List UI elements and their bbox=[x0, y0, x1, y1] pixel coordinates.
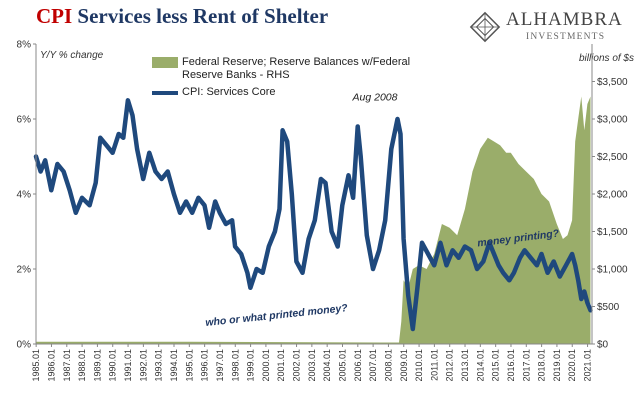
x-tick-label: 1993.01 bbox=[154, 349, 164, 382]
x-tick-label: 1996.01 bbox=[200, 349, 210, 382]
y-tick-label: 8% bbox=[17, 40, 32, 51]
x-tick-label: 2011.01 bbox=[429, 349, 439, 381]
y2-tick-label: $3,000 bbox=[597, 115, 628, 126]
x-tick-label: 1991.01 bbox=[123, 349, 133, 382]
x-tick-label: 2020.01 bbox=[567, 349, 577, 382]
x-tick-label: 2004.01 bbox=[322, 349, 332, 382]
legend-item-reserves: Federal Reserve; Reserve Balances w/Fede… bbox=[152, 56, 412, 82]
y2-tick-label: $0 bbox=[597, 340, 609, 351]
x-tick-label: 1985.01 bbox=[31, 349, 41, 382]
y2-tick-label: $1,000 bbox=[597, 265, 628, 276]
title-rest: Services less Rent of Shelter bbox=[77, 4, 329, 28]
x-tick-label: 2012.01 bbox=[445, 349, 455, 382]
x-tick-label: 2010.01 bbox=[414, 349, 424, 382]
x-tick-label: 2017.01 bbox=[521, 349, 531, 382]
y2-tick-label: $3,500 bbox=[597, 77, 628, 88]
y-tick-label: 2% bbox=[17, 265, 32, 276]
x-tick-label: 1989.01 bbox=[92, 349, 102, 382]
x-tick-label: 1992.01 bbox=[138, 349, 148, 382]
x-tick-label: 2021.01 bbox=[583, 349, 593, 382]
x-tick-label: 1997.01 bbox=[215, 349, 225, 382]
x-tick-label: 1986.01 bbox=[46, 349, 56, 382]
x-tick-label: 2016.01 bbox=[506, 349, 516, 382]
x-tick-label: 2002.01 bbox=[292, 349, 302, 382]
page-title: CPI Services less Rent of Shelter bbox=[36, 4, 328, 29]
x-tick-label: 2006.01 bbox=[353, 349, 363, 382]
y-tick-label: 0% bbox=[17, 340, 32, 351]
x-tick-label: 2005.01 bbox=[337, 349, 347, 382]
alhambra-diamond-icon bbox=[469, 11, 501, 43]
y2-tick-label: $2,000 bbox=[597, 190, 628, 201]
brand-logo: ALHAMBRA INVESTMENTS bbox=[466, 6, 636, 52]
annotation-aug-2008: Aug 2008 bbox=[352, 91, 398, 103]
legend-swatch-area bbox=[152, 57, 178, 68]
x-tick-label: 2013.01 bbox=[460, 349, 470, 382]
x-tick-label: 1988.01 bbox=[77, 349, 87, 382]
y-tick-label: 6% bbox=[17, 115, 32, 126]
annotation-who-printed: who or what printed money? bbox=[205, 302, 349, 329]
x-tick-label: 2000.01 bbox=[261, 349, 271, 382]
brand-name: ALHAMBRA bbox=[506, 9, 623, 30]
y2-tick-label: $1,500 bbox=[597, 227, 628, 238]
x-tick-label: 1995.01 bbox=[184, 349, 194, 382]
y-tick-label: 4% bbox=[17, 190, 32, 201]
x-tick-label: 2018.01 bbox=[537, 349, 547, 382]
y2-axis-label: billions of $s bbox=[578, 53, 634, 64]
x-tick-label: 2014.01 bbox=[475, 349, 485, 382]
legend-label-reserves: Federal Reserve; Reserve Balances w/Fede… bbox=[182, 56, 411, 81]
x-tick-label: 2019.01 bbox=[552, 349, 562, 382]
series-cpi-line bbox=[33, 98, 593, 332]
legend-swatch-line bbox=[152, 91, 178, 95]
right-axis-unit: billions of $s bbox=[579, 52, 634, 65]
x-tick-label: 1998.01 bbox=[230, 349, 240, 382]
x-tick-label: 1987.01 bbox=[62, 349, 72, 382]
brand-tagline: INVESTMENTS bbox=[526, 32, 606, 42]
x-tick-label: 2008.01 bbox=[383, 349, 393, 382]
legend-label-cpi: CPI: Services Core bbox=[182, 86, 276, 98]
x-tick-label: 1990.01 bbox=[108, 349, 118, 382]
x-tick-label: 2007.01 bbox=[368, 349, 378, 382]
title-prefix: CPI bbox=[36, 4, 73, 28]
x-tick-label: 1994.01 bbox=[169, 349, 179, 382]
y-axis-label: Y/Y % change bbox=[40, 50, 104, 61]
legend: Federal Reserve; Reserve Balances w/Fede… bbox=[152, 56, 412, 103]
y2-tick-label: $500 bbox=[597, 302, 620, 313]
x-tick-label: 2009.01 bbox=[399, 349, 409, 382]
x-tick-label: 2015.01 bbox=[491, 349, 501, 382]
x-tick-label: 2003.01 bbox=[307, 349, 317, 382]
x-tick-label: 1999.01 bbox=[246, 349, 256, 382]
legend-item-cpi: CPI: Services Core bbox=[152, 86, 412, 99]
x-tick-label: 2001.01 bbox=[276, 349, 286, 382]
y2-tick-label: $2,500 bbox=[597, 152, 628, 163]
series-reserves-area bbox=[36, 96, 591, 344]
